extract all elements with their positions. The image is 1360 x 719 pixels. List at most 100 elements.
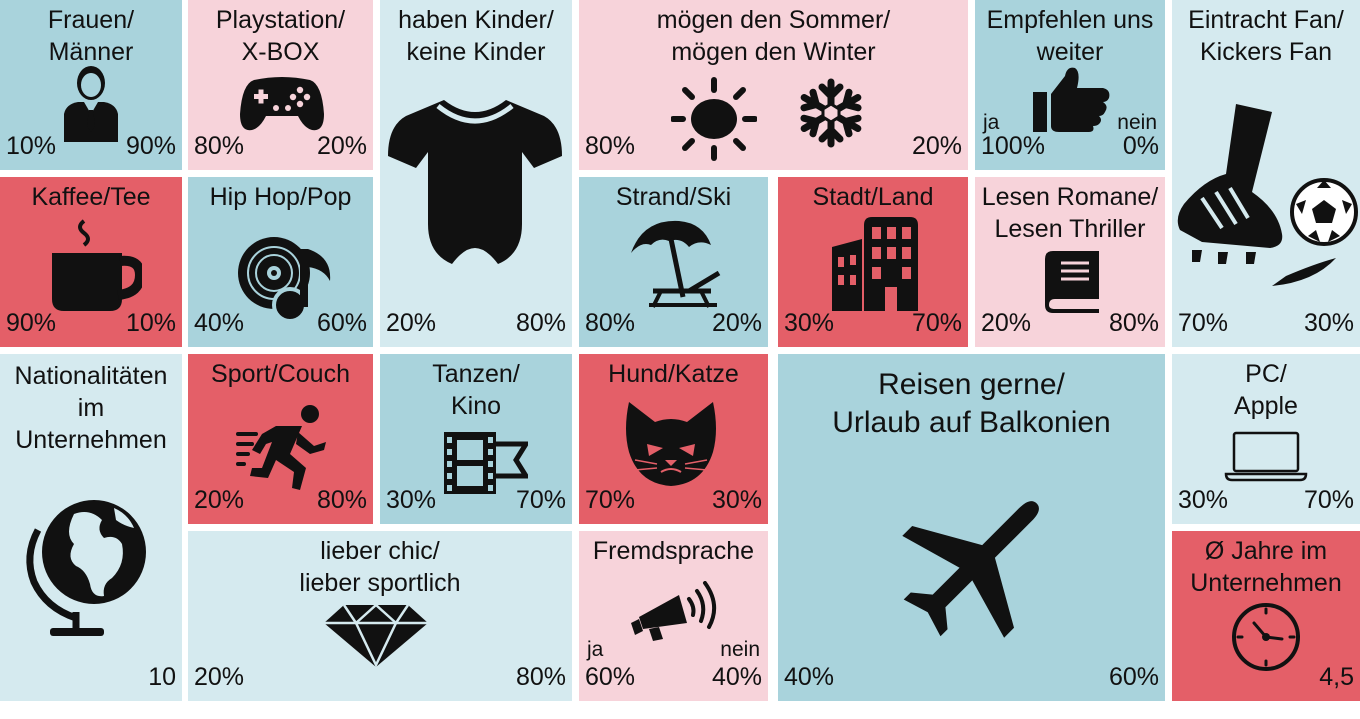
percent-right: 40% xyxy=(711,663,762,691)
beach-umbrella-icon xyxy=(631,220,721,308)
percent-right: 80% xyxy=(515,663,566,691)
percent-right: 10% xyxy=(125,309,176,337)
percent-left: 80% xyxy=(585,309,636,337)
sub-label-right: nein xyxy=(720,638,760,661)
tile-title: Lesen Romane/Lesen Thriller xyxy=(981,183,1159,243)
snowflake-icon xyxy=(800,78,862,148)
tile-computer: PC/Apple 30% 70% xyxy=(1172,354,1360,524)
tile-title: Ø Jahre im Unternehmen xyxy=(1190,537,1342,597)
tile-books: Lesen Romane/Lesen Thriller 20% 80% xyxy=(975,177,1165,347)
tile-sport: Sport/Couch 20% 80% xyxy=(188,354,373,524)
percent-left: 80% xyxy=(585,132,636,160)
percent-left: 20% xyxy=(194,663,245,691)
value-right: 10 xyxy=(148,663,176,691)
percent-right: 60% xyxy=(1108,663,1159,691)
percent-right: 80% xyxy=(316,486,367,514)
thumbs-up-icon xyxy=(1033,67,1110,132)
tile-title: Kaffee/Tee xyxy=(31,183,151,211)
tile-football: Eintracht Fan/Kickers Fan 70% 30% xyxy=(1172,0,1360,347)
value-right: 4,5 xyxy=(1319,663,1354,691)
football-kick-icon xyxy=(1177,104,1358,286)
percent-left: 20% xyxy=(981,309,1032,337)
laptop-icon xyxy=(1224,431,1308,482)
percent-right: 0% xyxy=(1122,132,1159,160)
tile-console: Playstation/X-BOX 80% 20% xyxy=(188,0,373,170)
percent-left: 40% xyxy=(194,309,245,337)
tile-title: Playstation/X-BOX xyxy=(215,6,346,66)
tile-title: Fremdsprache xyxy=(592,537,755,565)
percent-right: 80% xyxy=(1108,309,1159,337)
percent-right: 60% xyxy=(316,309,367,337)
baby-onesie-icon xyxy=(388,100,562,264)
film-strip-icon xyxy=(444,432,528,494)
percent-right: 20% xyxy=(316,132,367,160)
diamond-icon xyxy=(324,603,428,668)
percent-left: 90% xyxy=(6,309,57,337)
cat-face-icon xyxy=(626,402,716,486)
percent-right: 20% xyxy=(711,309,762,337)
percent-left: 20% xyxy=(194,486,245,514)
percent-left: 80% xyxy=(194,132,245,160)
sub-label-right: nein xyxy=(1117,111,1157,134)
tile-title: Sport/Couch xyxy=(211,360,350,388)
percent-left: 40% xyxy=(784,663,835,691)
percent-left: 10% xyxy=(6,132,57,160)
tile-title: Nationalitäten im Unternehmen xyxy=(14,362,168,454)
book-icon xyxy=(1045,251,1099,313)
tile-city: Stadt/Land 30% 70% xyxy=(778,177,968,347)
tile-title: Eintracht Fan/Kickers Fan xyxy=(1188,6,1344,66)
tile-title: Tanzen/Kino xyxy=(432,360,520,420)
tile-years: Ø Jahre im Unternehmen 4,5 xyxy=(1172,531,1360,701)
percent-right: 30% xyxy=(1303,309,1354,337)
tile-title: Reisen gerne/Urlaub auf Balkonien xyxy=(832,368,1111,439)
tile-title: Stadt/Land xyxy=(812,183,934,211)
tile-title: Hip Hop/Pop xyxy=(209,183,352,211)
globe-icon xyxy=(26,500,146,636)
tile-dance: Tanzen/Kino 30% 70% xyxy=(380,354,572,524)
tile-title: Frauen/Männer xyxy=(47,6,135,66)
tile-title: mögen den Sommer/mögen den Winter xyxy=(656,6,891,66)
sub-label-left: ja xyxy=(587,638,604,661)
tile-title: PC/Apple xyxy=(1234,360,1298,420)
percent-right: 70% xyxy=(515,486,566,514)
percent-right: 20% xyxy=(911,132,962,160)
percent-right: 70% xyxy=(911,309,962,337)
vinyl-note-icon xyxy=(238,237,331,323)
sub-label-left: ja xyxy=(983,111,1000,134)
buildings-icon xyxy=(832,217,918,311)
percent-left: 70% xyxy=(1178,309,1229,337)
tile-language: Fremdsprache ja nein 60% 40% xyxy=(579,531,768,701)
percent-right: 30% xyxy=(711,486,762,514)
percent-right: 90% xyxy=(125,132,176,160)
gamepad-icon xyxy=(240,77,324,131)
tile-title: haben Kinder/keine Kinder xyxy=(398,6,554,66)
runner-icon xyxy=(236,405,326,490)
percent-left: 20% xyxy=(386,309,437,337)
tile-title: Empfehlen uns weiter xyxy=(986,6,1154,66)
tile-gender: Frauen/Männer 10% 90% xyxy=(0,0,182,170)
clock-icon xyxy=(1232,603,1300,671)
tile-title: Strand/Ski xyxy=(615,183,732,211)
tile-style: lieber chic/lieber sportlich 20% 80% xyxy=(188,531,572,701)
sun-icon xyxy=(671,77,757,161)
megaphone-icon xyxy=(631,581,717,641)
tile-pets: Hund/Katze 70% 30% xyxy=(579,354,768,524)
percent-left: 30% xyxy=(1178,486,1229,514)
tile-title: lieber chic/lieber sportlich xyxy=(299,537,461,597)
tile-travel: Reisen gerne/Urlaub auf Balkonien 40% 60… xyxy=(778,354,1165,701)
percent-left: 30% xyxy=(784,309,835,337)
percent-left: 70% xyxy=(585,486,636,514)
tile-title: Hund/Katze xyxy=(608,360,739,388)
percent-right: 80% xyxy=(515,309,566,337)
person-suit-icon xyxy=(64,66,118,142)
tile-kids: haben Kinder/keine Kinder 20% 80% xyxy=(380,0,572,347)
airplane-icon xyxy=(902,501,1039,638)
percent-left: 30% xyxy=(386,486,437,514)
tile-beach: Strand/Ski 80% 20% xyxy=(579,177,768,347)
tile-music: Hip Hop/Pop 40% 60% xyxy=(188,177,373,347)
tile-recommend: Empfehlen uns weiter ja nein 100% 0% xyxy=(975,0,1165,170)
percent-right: 70% xyxy=(1303,486,1354,514)
percent-left: 100% xyxy=(981,132,1045,160)
tile-nations: Nationalitäten im Unternehmen 10 xyxy=(0,354,182,701)
tile-coffee: Kaffee/Tee 90% 10% xyxy=(0,177,182,347)
